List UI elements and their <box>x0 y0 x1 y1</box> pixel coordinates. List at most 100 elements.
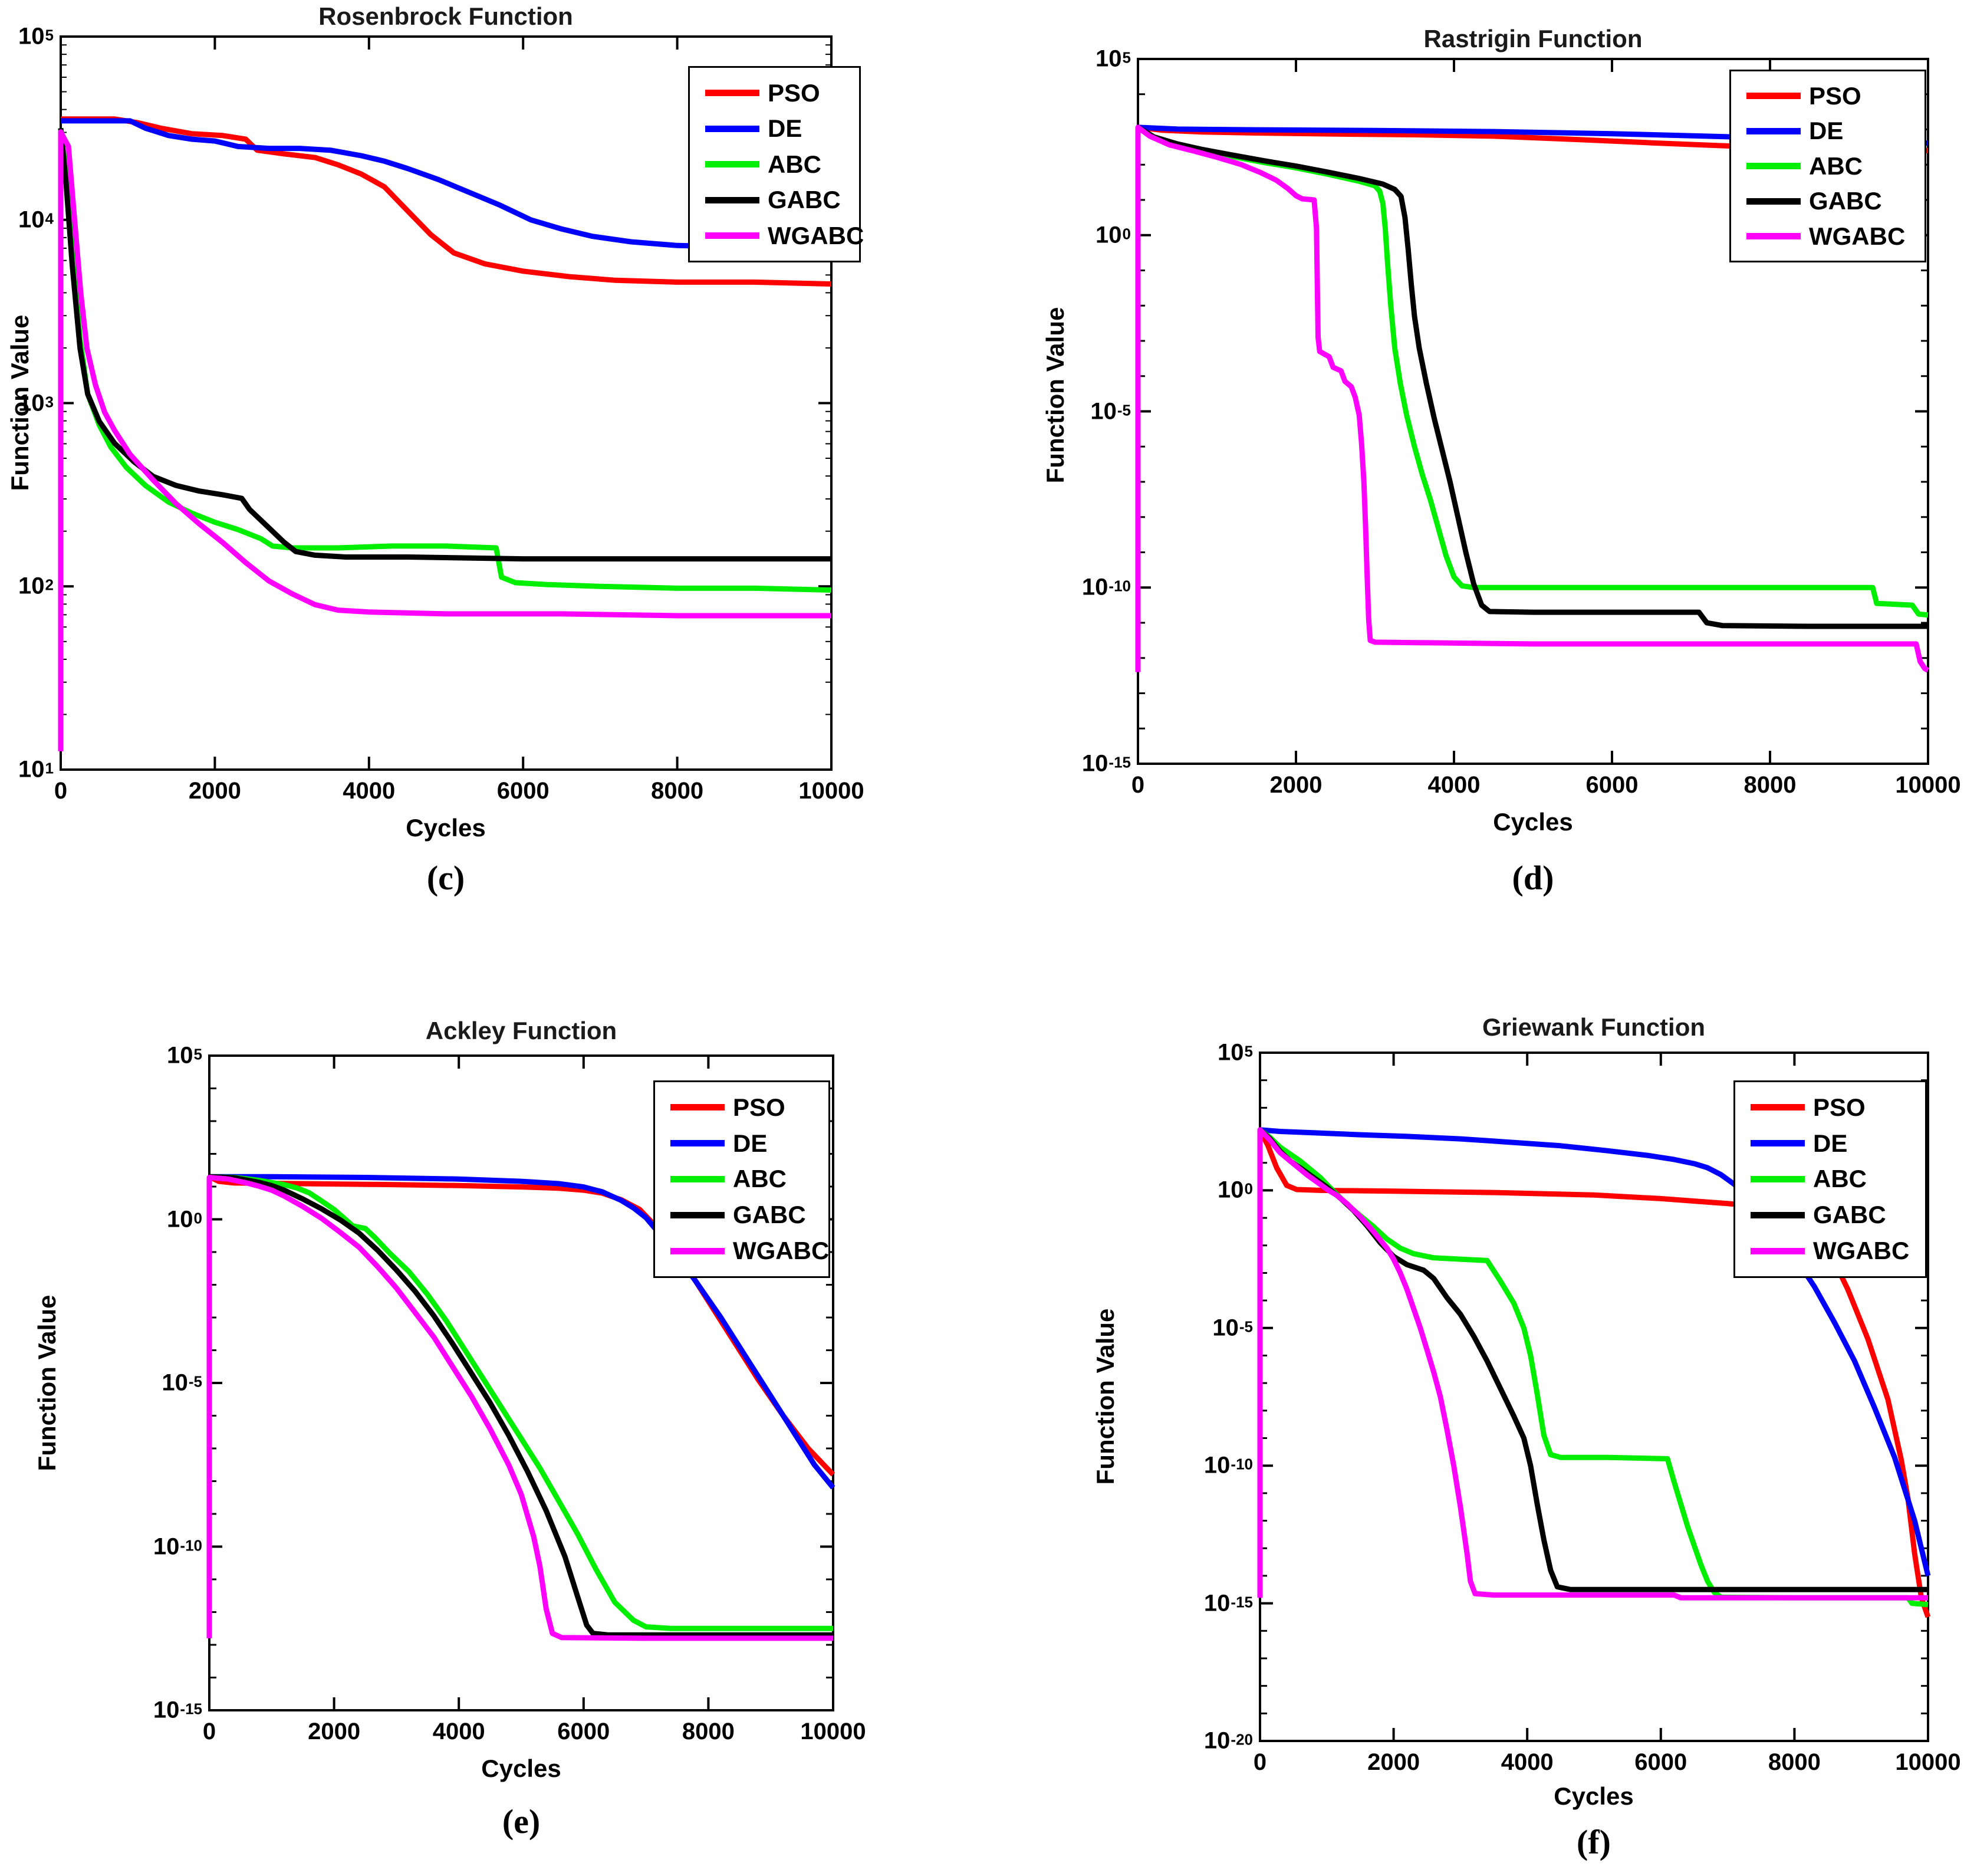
y-tick-label: 105 <box>1218 1039 1253 1066</box>
legend-line-gabc <box>1746 198 1801 205</box>
x-tick-label: 8000 <box>1768 1749 1821 1775</box>
y-tick-label: 105 <box>18 23 54 50</box>
legend-label: DE <box>768 114 802 142</box>
xlabel-rosenbrock: Cycles <box>406 814 486 842</box>
legend-label: WGABC <box>733 1237 830 1265</box>
panel-label-c: (c) <box>426 859 465 897</box>
legend-label: DE <box>733 1129 768 1157</box>
series-line-wgabc <box>1135 124 1930 673</box>
x-tick-label: 2000 <box>1367 1749 1420 1775</box>
legend-entry-pso: PSO <box>1741 1093 1919 1122</box>
y-tick-label: 10-15 <box>1081 750 1131 777</box>
legend-entry-wgabc: WGABC <box>1737 222 1919 251</box>
y-tick-label: 10-20 <box>1203 1727 1253 1754</box>
legend-line-wgabc <box>1751 1247 1805 1254</box>
x-tick-label: 6000 <box>496 778 550 804</box>
legend-entry-gabc: GABC <box>1741 1201 1919 1229</box>
legend-entry-wgabc: WGABC <box>696 222 864 250</box>
legend-line-abc <box>705 161 759 167</box>
y-tick-label: 10-10 <box>153 1533 202 1559</box>
panel-label-d: (d) <box>1512 859 1554 897</box>
legend-line-pso <box>1746 93 1801 99</box>
y-tick-label: 102 <box>18 573 54 599</box>
x-tick-label: 10000 <box>798 778 864 804</box>
y-tick-label: 10-15 <box>153 1697 202 1723</box>
legend-line-pso <box>670 1104 725 1111</box>
series-line-gabc <box>58 127 831 562</box>
legend-line-de <box>1751 1140 1805 1147</box>
legend-entry-pso: PSO <box>1737 82 1919 110</box>
legend-line-gabc <box>705 196 759 203</box>
y-tick-label: 104 <box>18 206 54 233</box>
legend-label: PSO <box>1813 1093 1866 1121</box>
series-line-wgabc <box>1257 1127 1928 1601</box>
series-line-gabc <box>209 1174 833 1638</box>
legend-line-gabc <box>670 1211 725 1218</box>
series-line-de <box>1259 1127 1931 1576</box>
legend-entry-gabc: GABC <box>1737 187 1919 215</box>
legend-line-gabc <box>1751 1211 1805 1218</box>
y-tick-label: 103 <box>18 390 54 416</box>
legend-label: DE <box>1809 117 1844 144</box>
y-tick-label: 100 <box>1218 1177 1253 1203</box>
x-tick-label: 4000 <box>1427 772 1481 798</box>
legend-label: GABC <box>1813 1201 1886 1229</box>
xlabel-rastrigin: Cycles <box>1493 808 1573 836</box>
x-tick-label: 2000 <box>1269 772 1323 798</box>
series-line-de <box>209 1174 835 1490</box>
legend-line-wgabc <box>670 1247 725 1254</box>
title-rastrigin: Rastrigin Function <box>1423 25 1643 52</box>
y-tick-label: 10-5 <box>162 1369 202 1396</box>
legend-entry-abc: ABC <box>661 1165 823 1193</box>
legend-entry-wgabc: WGABC <box>1741 1237 1919 1265</box>
y-tick-label: 10-15 <box>1203 1590 1253 1617</box>
legend-entry-gabc: GABC <box>696 186 853 214</box>
legend-line-wgabc <box>1746 233 1801 239</box>
ylabel-griewank: Function Value <box>1091 1308 1119 1485</box>
y-tick-label: 100 <box>167 1206 202 1232</box>
x-tick-label: 10000 <box>1895 772 1961 798</box>
legend-entry-abc: ABC <box>1741 1165 1919 1193</box>
x-tick-label: 6000 <box>1585 772 1639 798</box>
title-griewank: Griewank Function <box>1482 1013 1706 1041</box>
legend-line-de <box>670 1140 725 1147</box>
y-tick-label: 100 <box>1096 222 1131 248</box>
legend-label: GABC <box>768 186 841 213</box>
title-ackley: Ackley Function <box>425 1017 617 1044</box>
legend-label: PSO <box>768 78 820 107</box>
legend-label: WGABC <box>1809 222 1906 250</box>
series-line-abc <box>209 1174 833 1631</box>
series-line-de <box>61 118 831 250</box>
x-tick-label: 10000 <box>1895 1749 1961 1775</box>
x-tick-label: 6000 <box>1634 1749 1687 1775</box>
legend-rosenbrock: PSO DE ABC GABC WGABC <box>688 66 864 262</box>
xlabel-ackley: Cycles <box>481 1755 561 1782</box>
legend-line-de <box>705 125 759 132</box>
legend-line-abc <box>670 1175 725 1182</box>
series-line-wgabc <box>206 1175 833 1641</box>
legend-entry-de: DE <box>696 114 853 143</box>
series-line-pso <box>61 116 832 287</box>
legend-rastrigin: PSO DE ABC GABC WGABC <box>1729 70 1926 262</box>
y-tick-label: 10-10 <box>1081 574 1131 600</box>
x-tick-label: 4000 <box>343 778 396 804</box>
legend-entry-abc: ABC <box>696 150 853 179</box>
y-tick-label: 10-10 <box>1203 1452 1253 1479</box>
legend-entry-de: DE <box>1741 1129 1919 1158</box>
y-tick-label: 105 <box>1096 45 1131 72</box>
legend-label: ABC <box>733 1165 787 1193</box>
legend-label: DE <box>1813 1129 1848 1157</box>
xlabel-griewank: Cycles <box>1554 1782 1634 1810</box>
legend-ackley: PSO DE ABC GABC WGABC <box>653 1080 830 1278</box>
y-tick-label: 10-5 <box>1212 1315 1253 1341</box>
legend-line-pso <box>1751 1104 1805 1111</box>
legend-line-abc <box>1746 163 1801 169</box>
legend-entry-pso: PSO <box>696 79 853 107</box>
x-tick-label: 4000 <box>1501 1749 1554 1775</box>
legend-entry-wgabc: WGABC <box>661 1237 829 1265</box>
x-tick-label: 4000 <box>432 1719 485 1744</box>
ylabel-ackley: Function Value <box>33 1295 61 1471</box>
x-tick-label: 8000 <box>682 1719 735 1744</box>
x-tick-label: 0 <box>202 1719 216 1744</box>
